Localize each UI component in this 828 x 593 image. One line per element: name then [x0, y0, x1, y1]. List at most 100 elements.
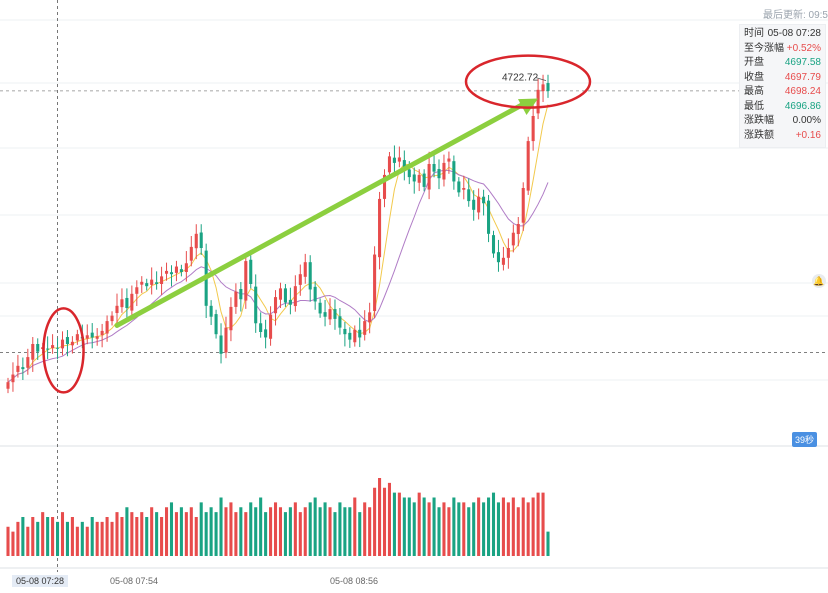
- volume-bar: [105, 517, 109, 556]
- candle-body: [85, 335, 89, 339]
- info-row-label: 时间: [744, 28, 764, 39]
- candle-body: [234, 291, 238, 307]
- candle-body: [189, 246, 193, 261]
- volume-bar: [155, 512, 159, 556]
- info-row-label: 开盘: [744, 57, 764, 68]
- candle-body: [541, 84, 545, 92]
- candle-body: [397, 157, 401, 162]
- volume-bar: [288, 507, 292, 556]
- info-row-label: 至今涨幅: [744, 42, 784, 54]
- volume-bar: [169, 502, 174, 556]
- info-row-value: +0.52%: [786, 42, 821, 54]
- volume-bar: [85, 526, 89, 556]
- candle-layer: [6, 74, 550, 394]
- volume-bar: [382, 487, 387, 556]
- x-cursor-label: 05-08 07:28: [12, 575, 69, 587]
- candle-body: [254, 286, 258, 324]
- candle-body: [447, 158, 451, 162]
- candle-body: [472, 199, 476, 210]
- volume-bar: [56, 521, 60, 556]
- volume-bar: [219, 497, 223, 556]
- volume-bar: [194, 517, 198, 556]
- volume-bar: [46, 517, 50, 556]
- candle-body: [224, 327, 228, 353]
- info-row-value: 4697.79: [784, 71, 821, 83]
- candle-body: [90, 332, 94, 338]
- candle-body: [318, 302, 322, 314]
- volume-bar: [516, 507, 520, 556]
- volume-bar: [368, 507, 372, 556]
- candle-body: [288, 299, 292, 305]
- info-row-label: 涨跌幅: [744, 115, 774, 126]
- candle-body: [140, 281, 144, 285]
- bell-icon[interactable]: 🔔: [812, 274, 826, 288]
- candle-body: [70, 341, 74, 346]
- candle-body: [110, 315, 114, 322]
- overlay-layer: 4722.72: [42, 54, 592, 394]
- volume-bar: [482, 502, 486, 556]
- volume-bar: [531, 497, 535, 556]
- candle-body: [115, 305, 119, 314]
- candle-body: [239, 289, 243, 300]
- volume-bar: [447, 507, 451, 556]
- volume-bar: [239, 507, 243, 556]
- volume-bar: [189, 507, 193, 556]
- candle-body: [402, 160, 406, 170]
- candle-body: [382, 174, 387, 199]
- info-row: 时间 05-08 07:28: [744, 27, 821, 42]
- candle-body: [164, 270, 169, 274]
- candle-body: [174, 266, 178, 273]
- info-row: 涨跌额 +0.16: [744, 129, 821, 144]
- candle-body: [427, 164, 431, 190]
- volume-bar: [145, 517, 149, 556]
- volume-bar: [41, 512, 45, 556]
- candle-body: [273, 297, 278, 314]
- volume-bar: [229, 502, 233, 556]
- candle-body: [36, 344, 40, 352]
- volume-bar: [407, 497, 411, 556]
- volume-bar: [373, 487, 377, 556]
- candle-body: [417, 174, 421, 183]
- volume-bar: [526, 502, 530, 556]
- candle-body: [477, 196, 481, 213]
- candle-body: [150, 279, 154, 285]
- countdown-badge: 39秒: [792, 432, 818, 447]
- candle-body: [536, 89, 540, 114]
- volume-bar: [160, 517, 164, 556]
- volume-bar: [115, 512, 119, 556]
- volume-bar: [298, 512, 302, 556]
- volume-bar: [90, 517, 94, 556]
- candle-body: [100, 330, 104, 336]
- volume-bar: [31, 517, 35, 556]
- volume-bar: [264, 512, 268, 556]
- candle-body: [313, 286, 317, 302]
- candle-body: [412, 174, 416, 182]
- volume-bar: [130, 512, 134, 556]
- candle-body: [199, 232, 203, 248]
- volume-bar: [521, 497, 525, 556]
- volume-bar: [164, 507, 169, 556]
- candle-body: [179, 269, 183, 272]
- candle-body: [184, 263, 188, 272]
- candle-body: [194, 233, 198, 249]
- moving-average-long-line: [7, 169, 549, 383]
- x-tick-label: 05-08 07:54: [110, 576, 159, 586]
- volume-bar: [323, 502, 327, 556]
- volume-bar: [11, 531, 15, 556]
- volume-bar: [328, 507, 332, 556]
- info-row-value: 4697.58: [784, 57, 821, 68]
- candle-body: [328, 309, 332, 320]
- volume-bar: [546, 531, 550, 556]
- candle-body: [26, 357, 30, 368]
- candle-body: [511, 232, 515, 246]
- volume-bar: [21, 517, 25, 556]
- candle-body: [46, 348, 50, 350]
- candle-body: [229, 306, 233, 331]
- info-row: 涨跌幅 0.00%: [744, 114, 821, 129]
- info-row: 开盘 4697.58: [744, 56, 821, 71]
- volume-bar: [75, 526, 79, 556]
- candle-body: [56, 347, 60, 349]
- x-tick-label: 05-08 08:56: [330, 576, 379, 586]
- volume-bar: [234, 512, 238, 556]
- candle-body: [125, 297, 129, 308]
